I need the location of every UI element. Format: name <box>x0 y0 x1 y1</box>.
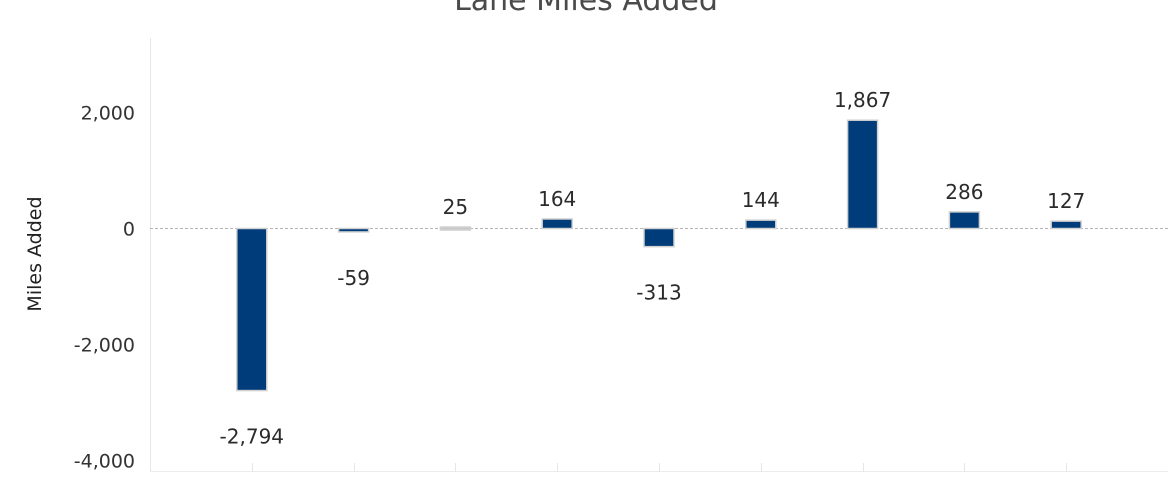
bar <box>1050 220 1082 230</box>
y-tick-label: 0 <box>123 219 135 241</box>
bar <box>643 227 675 248</box>
bar <box>541 218 573 230</box>
bar-value-label: -2,794 <box>220 425 284 449</box>
y-tick-label: -4,000 <box>74 451 135 473</box>
data-labels: -2,794 -59 25 164 -313 144 1,867 286 127 <box>220 88 1086 448</box>
bar <box>236 227 268 392</box>
bar <box>745 219 777 230</box>
bar-value-label: 1,867 <box>834 88 891 112</box>
x-axis-ticks <box>252 463 1067 472</box>
bar-value-label: -59 <box>337 266 370 290</box>
y-axis-tick-labels: 2,000 0 -2,000 -4,000 <box>74 103 135 473</box>
chart-title: Lane Miles Added <box>454 0 718 18</box>
bar-value-label: -313 <box>636 281 681 305</box>
y-axis-title: Miles Added <box>24 196 46 311</box>
bar-value-label: 164 <box>538 187 576 211</box>
bar <box>439 226 472 231</box>
bar-value-label: 127 <box>1047 189 1085 213</box>
bar-value-label: 144 <box>742 188 780 212</box>
bar <box>948 211 981 230</box>
bar-value-label: 25 <box>443 195 468 219</box>
bar <box>846 119 879 230</box>
bar-series <box>236 119 1082 392</box>
bar <box>337 227 370 233</box>
y-tick-label: -2,000 <box>74 335 135 357</box>
y-tick-label: 2,000 <box>81 103 135 125</box>
bar-value-label: 286 <box>945 180 983 204</box>
